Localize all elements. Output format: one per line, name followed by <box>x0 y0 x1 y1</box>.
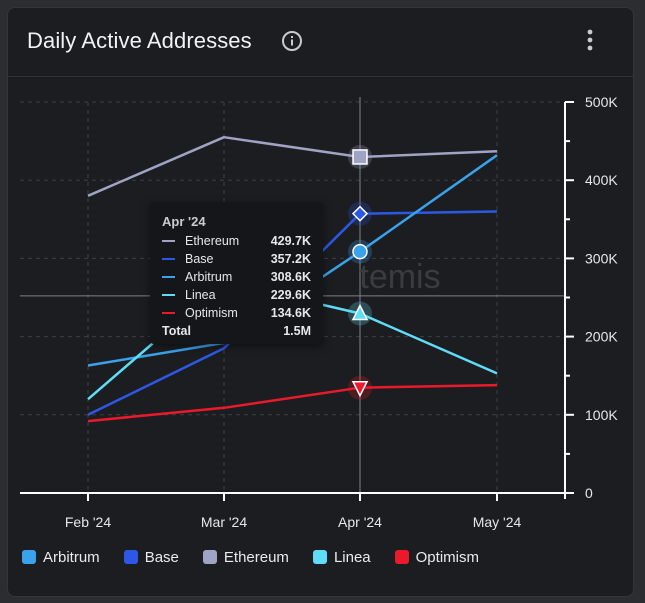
marker-optimism <box>351 380 369 398</box>
tooltip-series-name: Linea <box>185 288 216 302</box>
legend-swatch <box>394 550 409 564</box>
marker-arbitrum <box>352 243 368 260</box>
tooltip-series-value: 229.6K <box>270 288 311 302</box>
tooltip-series-value: 357.2K <box>270 252 311 266</box>
tooltip-row: Base 357.2K <box>162 250 311 268</box>
y-tick-label: 500K <box>585 94 618 110</box>
tooltip-series-value: 308.6K <box>270 270 311 284</box>
tooltip-series-line <box>162 240 175 242</box>
tooltip-total-row: Total 1.5M <box>162 322 311 340</box>
legend-swatch <box>202 550 217 564</box>
tooltip-title: Apr '24 <box>162 214 206 229</box>
tooltip-series-value: 429.7K <box>270 234 311 248</box>
legend-item-arbitrum[interactable]: Arbitrum <box>22 549 100 566</box>
legend-label: Linea <box>333 548 371 566</box>
y-tick-label: 400K <box>585 172 618 188</box>
chart-legend: Arbitrum Base Ethereum Linea Optimism <box>22 547 503 567</box>
tooltip-row: Optimism 134.6K <box>162 304 311 322</box>
tooltip-series-line <box>162 276 175 278</box>
tooltip-series-line <box>162 294 175 296</box>
legend-swatch <box>22 550 36 564</box>
tooltip-row: Arbitrum 308.6K <box>162 268 311 286</box>
y-tick-label: 100K <box>585 407 618 423</box>
x-tick-label: Mar '24 <box>201 514 247 530</box>
series-line-ethereum <box>87 135 498 197</box>
chart-tooltip: Apr '24 Ethereum 429.7K Base 357.2K Arbitrum… <box>150 202 323 344</box>
info-circle-icon[interactable] <box>281 30 303 52</box>
tooltip-series-line <box>162 312 175 314</box>
legend-item-base[interactable]: Base <box>123 548 179 566</box>
x-tick-label: Apr '24 <box>338 514 382 530</box>
tooltip-series-line <box>162 258 175 260</box>
y-tick-label: 0 <box>585 485 593 501</box>
marker-base <box>351 205 369 222</box>
card-header: Daily Active Addresses <box>8 8 633 77</box>
tooltip-series-value: 134.6K <box>270 306 311 320</box>
legend-item-ethereum[interactable]: Ethereum <box>202 548 289 566</box>
legend-label: Base <box>144 548 179 566</box>
watermark: temis <box>359 258 440 296</box>
x-tick-label: Feb '24 <box>65 514 111 530</box>
legend-swatch <box>123 550 138 564</box>
tooltip-total-label: Total <box>162 324 191 338</box>
y-tick-label: 200K <box>585 329 618 345</box>
tooltip-row: Linea 229.6K <box>162 286 311 304</box>
marker-ethereum <box>352 149 368 165</box>
legend-label: Ethereum <box>223 548 289 566</box>
card-title: Daily Active Addresses <box>27 28 252 53</box>
series-line-optimism <box>87 383 498 423</box>
legend-label: Optimism <box>415 548 479 566</box>
legend-item-optimism[interactable]: Optimism <box>394 548 479 566</box>
legend-label: Arbitrum <box>43 548 100 566</box>
x-tick-label: May '24 <box>473 514 522 530</box>
tooltip-series-name: Base <box>185 252 214 266</box>
tooltip-series-name: Ethereum <box>185 234 240 248</box>
tooltip-row: Ethereum 429.7K <box>162 232 311 250</box>
legend-item-linea[interactable]: Linea <box>312 548 371 566</box>
tooltip-series-name: Optimism <box>185 306 238 320</box>
y-tick-label: 300K <box>585 250 618 266</box>
marker-linea <box>351 303 369 321</box>
vertical-ellipsis-icon[interactable] <box>582 28 598 54</box>
tooltip-series-name: Arbitrum <box>185 270 233 284</box>
legend-swatch <box>312 550 327 564</box>
tooltip-total-value: 1.5M <box>283 324 311 338</box>
